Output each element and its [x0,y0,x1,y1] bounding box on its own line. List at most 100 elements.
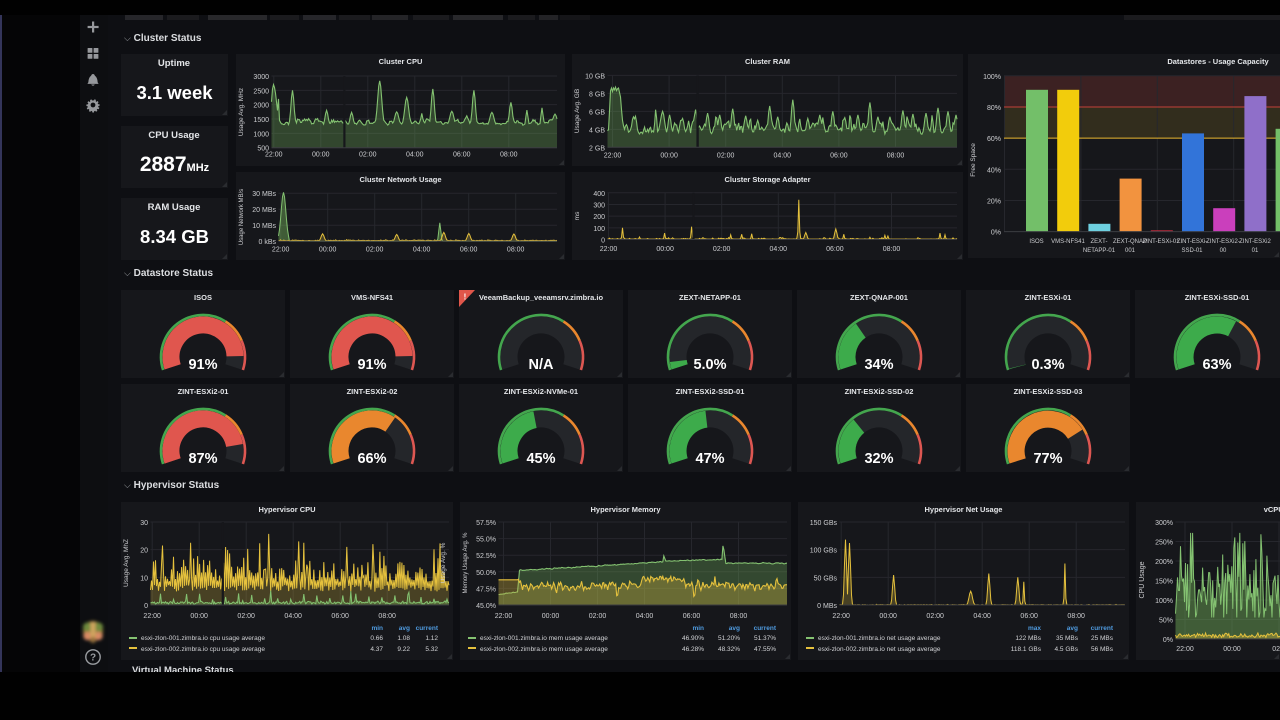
svg-text:22:00: 22:00 [272,247,290,254]
svg-text:22:00: 22:00 [832,613,850,620]
svg-text:001: 001 [1125,248,1136,254]
svg-text:ZINT-ESXi-01: ZINT-ESXi-01 [1142,239,1180,245]
svg-text:02:0: 02:0 [1272,646,1280,653]
svg-text:01: 01 [1252,248,1259,254]
svg-text:66%: 66% [357,451,386,467]
svg-text:200%: 200% [1155,559,1173,566]
svg-text:00:00: 00:00 [660,153,678,160]
svg-text:04:00: 04:00 [413,247,431,254]
svg-text:22:00: 22:00 [1176,646,1194,653]
svg-text:ms: ms [574,211,581,220]
svg-text:04:00: 04:00 [770,246,788,253]
svg-text:4 GB: 4 GB [589,127,605,134]
svg-text:6 GB: 6 GB [589,109,605,116]
svg-text:300: 300 [593,202,605,209]
svg-text:2000: 2000 [253,103,269,110]
svg-text:150%: 150% [1155,579,1173,586]
svg-text:87%: 87% [188,451,217,467]
svg-text:22:00: 22:00 [600,246,618,253]
svg-text:30 MBs: 30 MBs [252,191,276,198]
svg-text:5.0%: 5.0% [693,357,726,373]
svg-text:08:00: 08:00 [1067,613,1085,620]
svg-text:00:00: 00:00 [656,246,674,253]
svg-text:06:00: 06:00 [331,613,349,620]
svg-text:04:00: 04:00 [973,613,991,620]
svg-text:02:00: 02:00 [366,247,384,254]
svg-text:06:00: 06:00 [453,152,471,159]
svg-text:08:00: 08:00 [378,613,396,620]
svg-text:3000: 3000 [253,74,269,81]
svg-text:32%: 32% [864,451,893,467]
svg-text:63%: 63% [1202,357,1231,373]
svg-text:47%: 47% [695,451,724,467]
svg-text:10 GB: 10 GB [585,73,605,80]
svg-text:50%: 50% [1159,618,1173,625]
svg-text:ZEXT-: ZEXT- [1090,239,1107,245]
svg-text:00:00: 00:00 [312,152,330,159]
svg-text:04:00: 04:00 [636,613,654,620]
svg-text:SSD-01: SSD-01 [1181,248,1203,254]
svg-text:ZEXT-QNAP: ZEXT-QNAP [1113,239,1147,245]
svg-text:04:00: 04:00 [406,152,424,159]
svg-text:1500: 1500 [253,117,269,124]
svg-text:47.5%: 47.5% [476,586,496,593]
svg-text:Memory Usage Avg. %: Memory Usage Avg. % [463,532,469,594]
svg-text:50 GBs: 50 GBs [814,575,838,582]
svg-text:02:00: 02:00 [237,613,255,620]
svg-text:300%: 300% [1155,520,1173,527]
svg-text:06:00: 06:00 [683,613,701,620]
svg-text:Free Space: Free Space [970,143,977,177]
svg-text:02:00: 02:00 [589,613,607,620]
svg-text:400: 400 [593,191,605,198]
svg-text:0 kBs: 0 kBs [258,239,276,246]
svg-text:22:00: 22:00 [143,613,161,620]
svg-text:55.0%: 55.0% [476,537,496,544]
svg-text:91%: 91% [357,357,386,373]
svg-text:20%: 20% [987,198,1001,205]
svg-text:30: 30 [140,520,148,527]
svg-text:ZINT-ESXi2: ZINT-ESXi2 [1239,239,1271,245]
svg-text:0: 0 [601,238,605,245]
svg-text:100%: 100% [983,74,1001,81]
svg-text:Usage Avg. GB: Usage Avg. GB [574,89,581,133]
svg-text:60%: 60% [987,136,1001,143]
svg-text:0: 0 [144,603,148,610]
svg-text:02:00: 02:00 [713,246,731,253]
svg-text:57.5%: 57.5% [476,520,496,527]
svg-text:1000: 1000 [253,131,269,138]
svg-text:ZINT-ESXi-: ZINT-ESXi- [1177,239,1207,245]
svg-text:00: 00 [1220,248,1227,254]
svg-text:2500: 2500 [253,88,269,95]
svg-text:22:00: 22:00 [604,153,622,160]
svg-text:00:00: 00:00 [319,247,337,254]
svg-text:Usage Avg. MHz: Usage Avg. MHz [238,88,245,136]
svg-text:2 GB: 2 GB [589,145,605,152]
svg-text:NETAPP-01: NETAPP-01 [1083,248,1116,254]
svg-text:0 MBs: 0 MBs [817,603,837,610]
svg-text:8 GB: 8 GB [589,91,605,98]
svg-text:VMS-NFS41: VMS-NFS41 [1051,239,1085,245]
svg-text:06:00: 06:00 [826,246,844,253]
svg-text:02:00: 02:00 [359,152,377,159]
svg-text:22:00: 22:00 [265,152,283,159]
svg-text:?: ? [90,653,96,664]
svg-text:0%: 0% [1163,637,1173,644]
svg-text:04:00: 04:00 [284,613,302,620]
svg-text:0%: 0% [991,230,1001,237]
svg-text:100%: 100% [1155,598,1173,605]
svg-text:80%: 80% [987,105,1001,112]
svg-text:00:00: 00:00 [542,613,560,620]
svg-text:N/A: N/A [529,357,555,373]
svg-text:00:00: 00:00 [879,613,897,620]
svg-text:04:00: 04:00 [774,153,792,160]
svg-text:08:00: 08:00 [887,153,905,160]
svg-text:08:00: 08:00 [507,247,525,254]
svg-text:00:00: 00:00 [190,613,208,620]
svg-text:45.0%: 45.0% [476,603,496,610]
svg-text:06:00: 06:00 [1020,613,1038,620]
svg-text:Usage Network MB/s: Usage Network MB/s [239,189,245,245]
svg-text:100 GBs: 100 GBs [810,548,838,555]
svg-text:45%: 45% [526,451,555,467]
svg-text:52.5%: 52.5% [476,553,496,560]
svg-text:22:00: 22:00 [495,613,513,620]
